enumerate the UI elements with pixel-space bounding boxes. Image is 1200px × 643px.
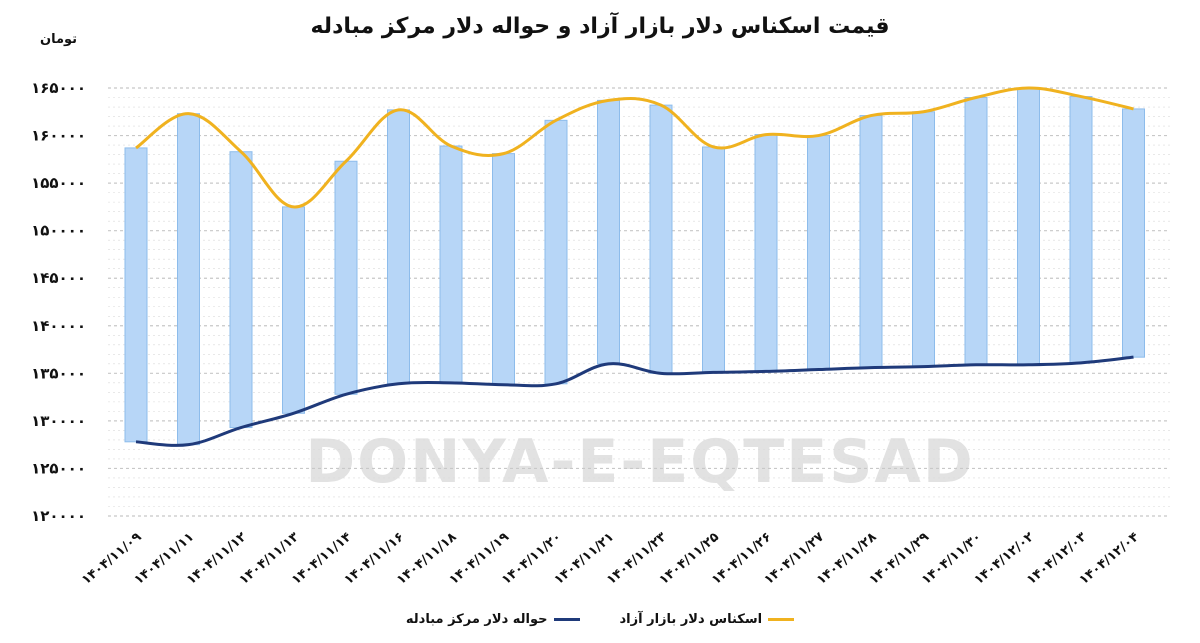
watermark-text: DONYA-E-EQTESAD — [305, 427, 974, 497]
spread-bar — [544, 119, 568, 385]
watermark: DONYA-E-EQTESAD — [305, 427, 974, 497]
y-tick-label: ۱۶۰۰۰۰ — [31, 127, 86, 145]
legend-label-exchange-center: حواله دلار مرکز مبادله — [405, 612, 548, 627]
spread-bar — [649, 104, 673, 374]
spread-bar — [282, 206, 305, 414]
spread-bar — [387, 109, 410, 385]
spread-bar — [912, 111, 935, 368]
y-tick-label: ۱۲۵۰۰۰ — [31, 459, 86, 477]
spread-bar — [807, 135, 830, 371]
legend-swatch-exchange-center — [553, 618, 580, 621]
legend-label-free-market: اسکناس دلار بازار آزاد — [619, 612, 763, 627]
spread-bar — [334, 160, 358, 395]
spread-bar — [702, 146, 725, 373]
spread-bar — [177, 113, 200, 446]
spread-bar — [492, 153, 515, 386]
spread-bar — [597, 99, 620, 365]
y-tick-label: ۱۲۰۰۰۰ — [31, 507, 86, 525]
series-line-free-market — [135, 86, 1134, 209]
spread-bar — [1122, 108, 1145, 358]
y-tick-label: ۱۶۵۰۰۰ — [31, 79, 86, 97]
series-lines — [135, 86, 1134, 447]
x-axis-ticks: ۱۴۰۴/۱۱/۰۹۱۴۰۴/۱۱/۱۱۱۴۰۴/۱۱/۱۲۱۴۰۴/۱۱/۱۳… — [79, 530, 1142, 588]
y-tick-label: ۱۳۵۰۰۰ — [31, 364, 86, 382]
spread-bar — [439, 145, 463, 384]
spread-bar — [964, 97, 988, 366]
spread-bar — [859, 115, 883, 369]
spread-bar — [229, 151, 253, 429]
chart-title: قیمت اسکناس دلار بازار آزاد و حواله دلار… — [310, 14, 890, 39]
legend-swatch-free-market — [768, 618, 795, 621]
y-tick-label: ۱۵۰۰۰۰ — [31, 222, 86, 240]
y-tick-label: ۱۳۰۰۰۰ — [31, 412, 86, 430]
y-tick-label: ۱۴۵۰۰۰ — [31, 269, 86, 287]
y-tick-label: ۱۵۵۰۰۰ — [31, 174, 86, 192]
spread-bar — [1017, 87, 1040, 366]
spread-bar — [1069, 96, 1093, 364]
y-axis-unit-label: تومان — [40, 32, 78, 47]
spread-bar — [124, 147, 148, 443]
legend-item-free-market: اسکناس دلار بازار آزاد — [620, 612, 795, 627]
legend-item-exchange-center: حواله دلار مرکز مبادله — [406, 612, 580, 627]
y-axis-ticks: ۱۲۰۰۰۰ ۱۲۵۰۰۰ ۱۳۰۰۰۰ ۱۳۵۰۰۰ ۱۴۰۰۰۰ ۱۴۵۰۰۰ ۱۵۰۰… — [31, 79, 86, 525]
y-tick-label: ۱۴۰۰۰۰ — [31, 317, 86, 335]
spread-bar — [754, 134, 778, 372]
spread-bars — [124, 87, 1145, 446]
legend: اسکناس دلار بازار آزاد حواله دلار مرکز م… — [0, 612, 1200, 627]
series-line-exchange-center — [135, 355, 1134, 447]
